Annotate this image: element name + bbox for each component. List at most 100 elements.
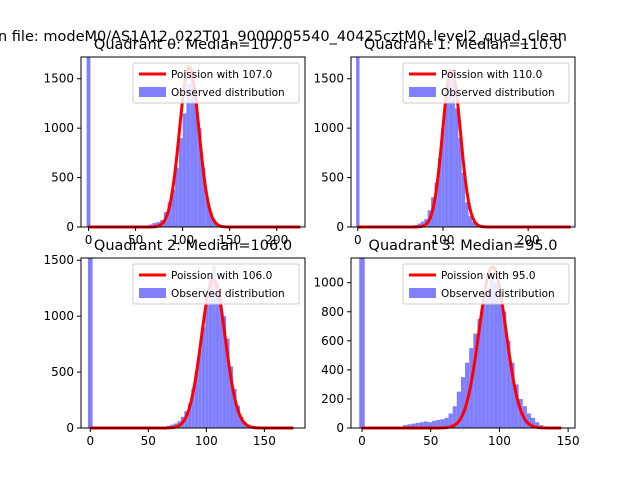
legend: Poission with 95.0 Observed distribution — [402, 263, 570, 305]
hist-bar — [451, 80, 455, 227]
hist-bar — [444, 417, 449, 428]
hist-bar — [461, 172, 466, 227]
y-tick-label: 1500 — [313, 72, 344, 86]
y-tick-label: 500 — [321, 171, 344, 185]
y-tick-label: 1500 — [43, 253, 74, 267]
quadrant-panel-2: Quadrant 2: Median=106.00 50 100 1500500100… — [43, 238, 306, 448]
hist-bar — [215, 282, 220, 428]
hist-bar — [437, 157, 442, 227]
hist-bar — [436, 420, 441, 428]
hist-bar — [222, 316, 227, 428]
hist-bar — [186, 83, 191, 228]
zero-bin-bar — [87, 258, 93, 428]
x-tick-label: 50 — [128, 233, 143, 247]
hist-bar — [197, 128, 202, 227]
x-tick-label: 50 — [423, 434, 438, 448]
y-tick-label: 400 — [321, 363, 344, 377]
legend-hist-label: Observed distribution — [441, 87, 555, 99]
legend: Poission with 106.0 Observed distribution — [132, 263, 300, 305]
hist-bar — [510, 362, 515, 428]
x-tick-label: 150 — [253, 434, 276, 448]
hist-bar — [432, 420, 437, 428]
legend: Poission with 110.0 Observed distribution — [402, 62, 570, 104]
hist-bar — [229, 366, 234, 428]
panel-title: Quadrant 2: Median=106.0 — [94, 238, 292, 254]
hist-bar — [417, 223, 421, 227]
hist-bar — [465, 202, 469, 227]
hist-bar — [187, 403, 192, 428]
hist-bar — [535, 422, 540, 428]
axes-frame — [80, 257, 306, 429]
hist-bar — [191, 388, 195, 428]
hist-bar — [489, 275, 494, 428]
legend-box — [132, 62, 300, 104]
panel-title: Quadrant 1: Median=110.0 — [364, 37, 562, 53]
hist-bar — [205, 304, 209, 428]
hist-bar — [194, 372, 199, 428]
quadrant-panel-1: Quadrant 1: Median=110.0 0 100 200 0 500 1000 1… — [313, 37, 576, 247]
hist-bar — [427, 422, 433, 428]
legend: Poission with 107.0 Observed distribution — [132, 62, 300, 104]
x-tick-label: 150 — [557, 434, 580, 448]
legend-fit-label: Poission with 107.0 — [171, 69, 272, 81]
legend-hist-swatch — [409, 87, 436, 97]
hist-bar — [182, 113, 187, 227]
hist-bar — [201, 167, 206, 227]
hist-bar — [205, 197, 209, 227]
hist-bar — [233, 388, 237, 428]
legend-box — [132, 263, 300, 305]
hist-bar — [452, 406, 457, 428]
hist-bar — [473, 333, 478, 428]
x-tick-label: 100 — [171, 233, 194, 247]
hist-bar — [460, 377, 466, 428]
legend-fit-label: Poission with 110.0 — [441, 69, 542, 81]
hist-bar — [468, 216, 472, 227]
x-tick-label: 100 — [432, 233, 455, 247]
y-tick-label: 800 — [321, 305, 344, 319]
hist-bar — [407, 424, 412, 428]
hist-bar — [167, 202, 172, 227]
hist-bar — [493, 282, 499, 428]
hist-bar — [514, 384, 519, 428]
legend-hist-swatch — [409, 288, 436, 298]
zero-bin-bar — [86, 57, 91, 227]
hist-bar — [178, 138, 183, 227]
x-tick-label: 50 — [141, 434, 156, 448]
x-tick-label: 100 — [195, 434, 218, 448]
hist-bar — [440, 419, 445, 428]
hist-bar — [171, 189, 176, 227]
y-tick-label: 1000 — [43, 309, 74, 323]
x-tick-label: 0 — [354, 233, 362, 247]
y-tick-label: 0 — [66, 220, 74, 234]
x-tick-label: 0 — [358, 434, 366, 448]
hist-bar — [175, 167, 179, 227]
y-tick-label: 0 — [336, 220, 344, 234]
y-tick-label: 200 — [321, 392, 344, 406]
hist-bar — [419, 422, 424, 428]
figure-suptitle: n file: modeM0/AS1A12_022T01_9000005540_… — [0, 29, 567, 45]
y-tick-label: 0 — [336, 421, 344, 435]
hist-bar — [456, 391, 461, 428]
hist-bar — [420, 221, 425, 227]
x-tick-label: 100 — [488, 434, 511, 448]
hist-bar — [236, 405, 241, 428]
x-tick-label: 200 — [517, 233, 540, 247]
hist-bar — [226, 338, 230, 428]
axes-frame — [80, 56, 306, 228]
legend-hist-label: Observed distribution — [171, 87, 285, 99]
panel-title: Quadrant 3: Median=95.0 — [369, 238, 558, 254]
quadrant-panel-0: Quadrant 0: Median=107.0 0 50 100 150 200 0 500… — [43, 37, 306, 247]
legend-box — [402, 62, 570, 104]
hist-bar — [423, 421, 428, 428]
y-tick-label: 1000 — [313, 121, 344, 135]
hist-bar — [454, 108, 459, 227]
hist-bar — [477, 319, 482, 428]
hist-bar — [471, 222, 476, 227]
hist-bar — [201, 327, 206, 428]
legend-fit-label: Poission with 106.0 — [171, 270, 272, 282]
hist-bar — [441, 128, 445, 227]
x-tick-label: 150 — [218, 233, 241, 247]
hist-bar — [219, 299, 223, 428]
hist-bar — [526, 413, 532, 428]
